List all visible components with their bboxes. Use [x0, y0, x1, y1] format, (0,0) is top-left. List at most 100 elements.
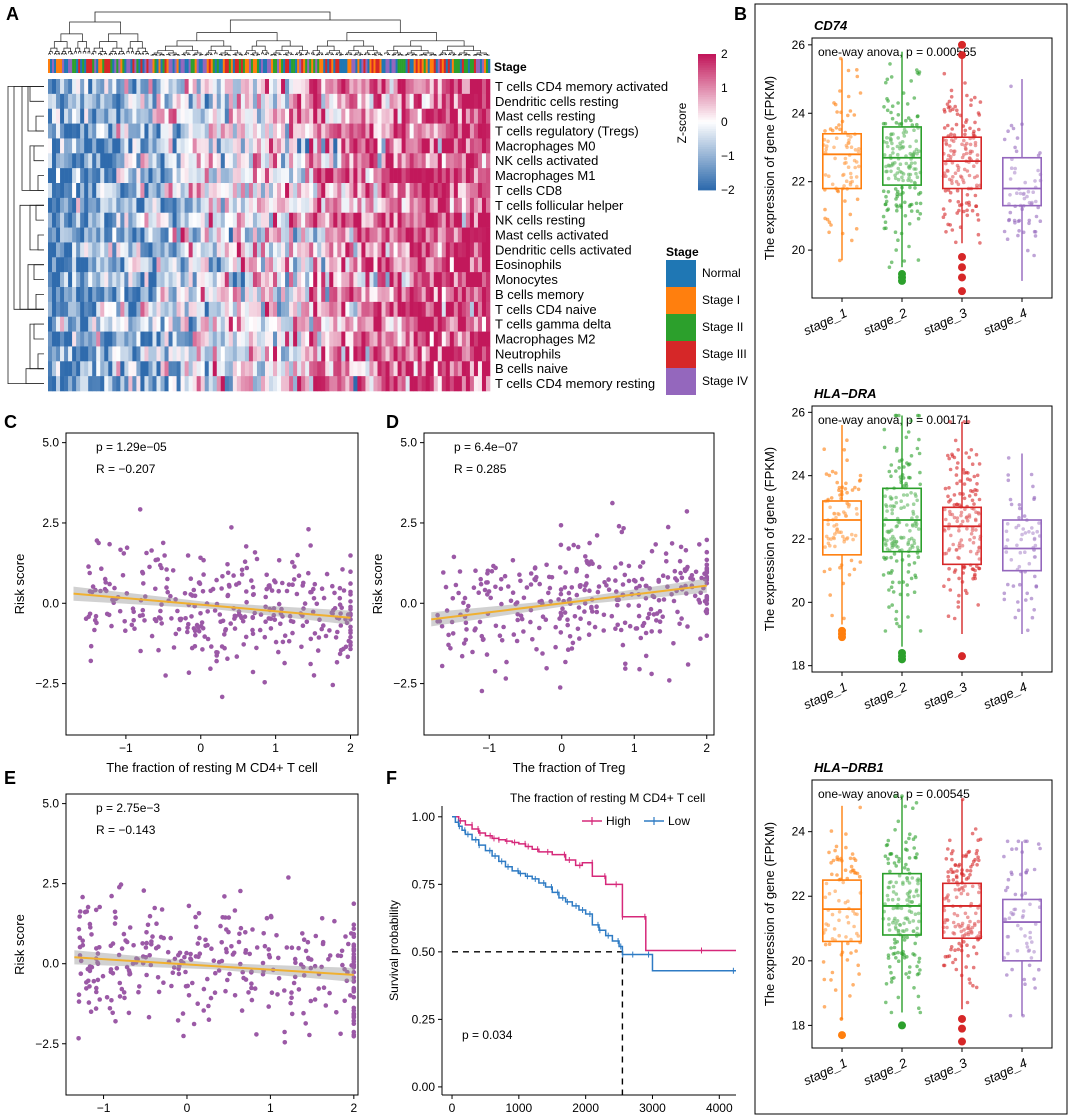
- heatmap-cell: [281, 138, 286, 154]
- heatmap-cell: [333, 257, 338, 273]
- heatmap-row-label: Dendritic cells resting: [495, 94, 619, 109]
- heatmap-cell: [277, 331, 282, 347]
- scatter-point: [510, 558, 516, 563]
- heatmap-cell: [445, 242, 451, 258]
- heatmap-cell: [68, 108, 73, 124]
- stage-annotation-cell: [367, 59, 370, 73]
- heatmap-cell: [92, 153, 97, 169]
- heatmap-cell: [116, 93, 121, 110]
- heatmap-cell: [92, 168, 97, 184]
- scatter-point: [626, 578, 632, 584]
- heatmap-cell: [92, 227, 97, 243]
- heatmap-cell: [264, 212, 270, 228]
- colorbar-step: [698, 63, 716, 66]
- heatmap-cell: [248, 361, 254, 377]
- column-dendrogram: [48, 11, 490, 56]
- heatmap-cell: [212, 212, 218, 228]
- heatmap-cell: [273, 227, 278, 243]
- heatmap-cell: [88, 257, 93, 273]
- jitter-point: [858, 91, 863, 95]
- heatmap-cell: [337, 168, 342, 184]
- jitter-point: [882, 153, 887, 157]
- heatmap-cell: [377, 331, 382, 347]
- heatmap-cell: [252, 153, 258, 169]
- scatter-point: [153, 586, 158, 592]
- jitter-point: [944, 174, 948, 178]
- jitter-point: [896, 152, 900, 157]
- jitter-point: [889, 1010, 894, 1015]
- y-axis-label: Risk score: [12, 554, 27, 615]
- jitter-point: [975, 863, 979, 867]
- heatmap-cell: [192, 108, 197, 124]
- heatmap-cell: [80, 361, 85, 377]
- stage-annotation-cell: [64, 59, 67, 73]
- heatmap-cell: [240, 242, 246, 258]
- jitter-point: [955, 112, 960, 116]
- jitter-point: [904, 435, 909, 440]
- scatter-point: [597, 564, 602, 570]
- jitter-point: [965, 1000, 970, 1005]
- scatter-point: [457, 569, 463, 574]
- dendrogram-branch: [371, 54, 376, 56]
- heatmap-cell: [337, 153, 342, 169]
- heatmap-cell: [80, 287, 85, 303]
- scatter-point: [679, 616, 684, 621]
- jitter-point: [911, 524, 915, 528]
- heatmap-cell: [80, 301, 85, 318]
- jitter-point: [894, 854, 899, 859]
- heatmap-cell: [236, 272, 242, 288]
- scatter-point: [503, 676, 509, 681]
- heatmap-cell: [112, 93, 117, 110]
- heatmap-cell: [301, 331, 306, 347]
- heatmap-cell: [393, 138, 398, 154]
- jitter-point: [943, 212, 947, 217]
- jitter-point: [962, 167, 967, 172]
- heatmap-cell: [176, 376, 181, 392]
- stage-annotation-cell: [120, 59, 123, 73]
- jitter-point: [1022, 977, 1027, 982]
- heatmap-cell: [60, 197, 65, 214]
- heatmap-cell: [204, 108, 210, 124]
- dendrogram-branch: [304, 54, 308, 56]
- heatmap-cell: [273, 93, 278, 110]
- dendrogram-branch: [185, 50, 199, 53]
- heatmap-cell: [160, 272, 165, 288]
- heatmap-cell: [256, 212, 262, 228]
- heatmap-cell: [120, 79, 125, 95]
- jitter-point: [911, 806, 915, 810]
- x-tick-label: stage_4: [981, 1055, 1029, 1088]
- anova-stat: one-way anova, p = 0.00545: [818, 787, 970, 801]
- heatmap-cell: [216, 212, 222, 228]
- x-tick-label: stage_2: [861, 305, 910, 338]
- heatmap-cell: [297, 212, 302, 228]
- heatmap-cell: [84, 346, 89, 362]
- stage-annotation-cell: [415, 59, 418, 73]
- heatmap-cell: [481, 123, 487, 139]
- dendrogram-branch: [194, 52, 202, 55]
- heatmap-cell: [445, 257, 451, 273]
- jitter-point: [964, 965, 968, 969]
- heatmap-row-label: T cells CD4 memory activated: [495, 79, 668, 94]
- jitter-point: [904, 840, 908, 844]
- heatmap-cell: [88, 376, 93, 392]
- heatmap-cell: [301, 123, 306, 139]
- heatmap-cell: [140, 242, 145, 258]
- heatmap-cell: [112, 301, 117, 318]
- scatter-point: [323, 633, 329, 639]
- heatmap-cell: [48, 301, 53, 318]
- scatter-point: [540, 614, 546, 619]
- heatmap-cell: [244, 227, 250, 243]
- heatmap-cell: [180, 361, 185, 377]
- heatmap-cell: [204, 361, 210, 377]
- heatmap-cell: [337, 376, 342, 392]
- heatmap-cell: [385, 346, 390, 362]
- heatmap-cell: [60, 168, 65, 184]
- heatmap-cell: [409, 242, 414, 258]
- heatmap-cell: [337, 331, 342, 347]
- heatmap-cell: [224, 257, 230, 273]
- heatmap-cell: [104, 346, 109, 362]
- heatmap-cell: [413, 287, 418, 303]
- heatmap-cell: [64, 93, 69, 110]
- heatmap-cell: [260, 123, 266, 139]
- jitter-point: [965, 169, 970, 173]
